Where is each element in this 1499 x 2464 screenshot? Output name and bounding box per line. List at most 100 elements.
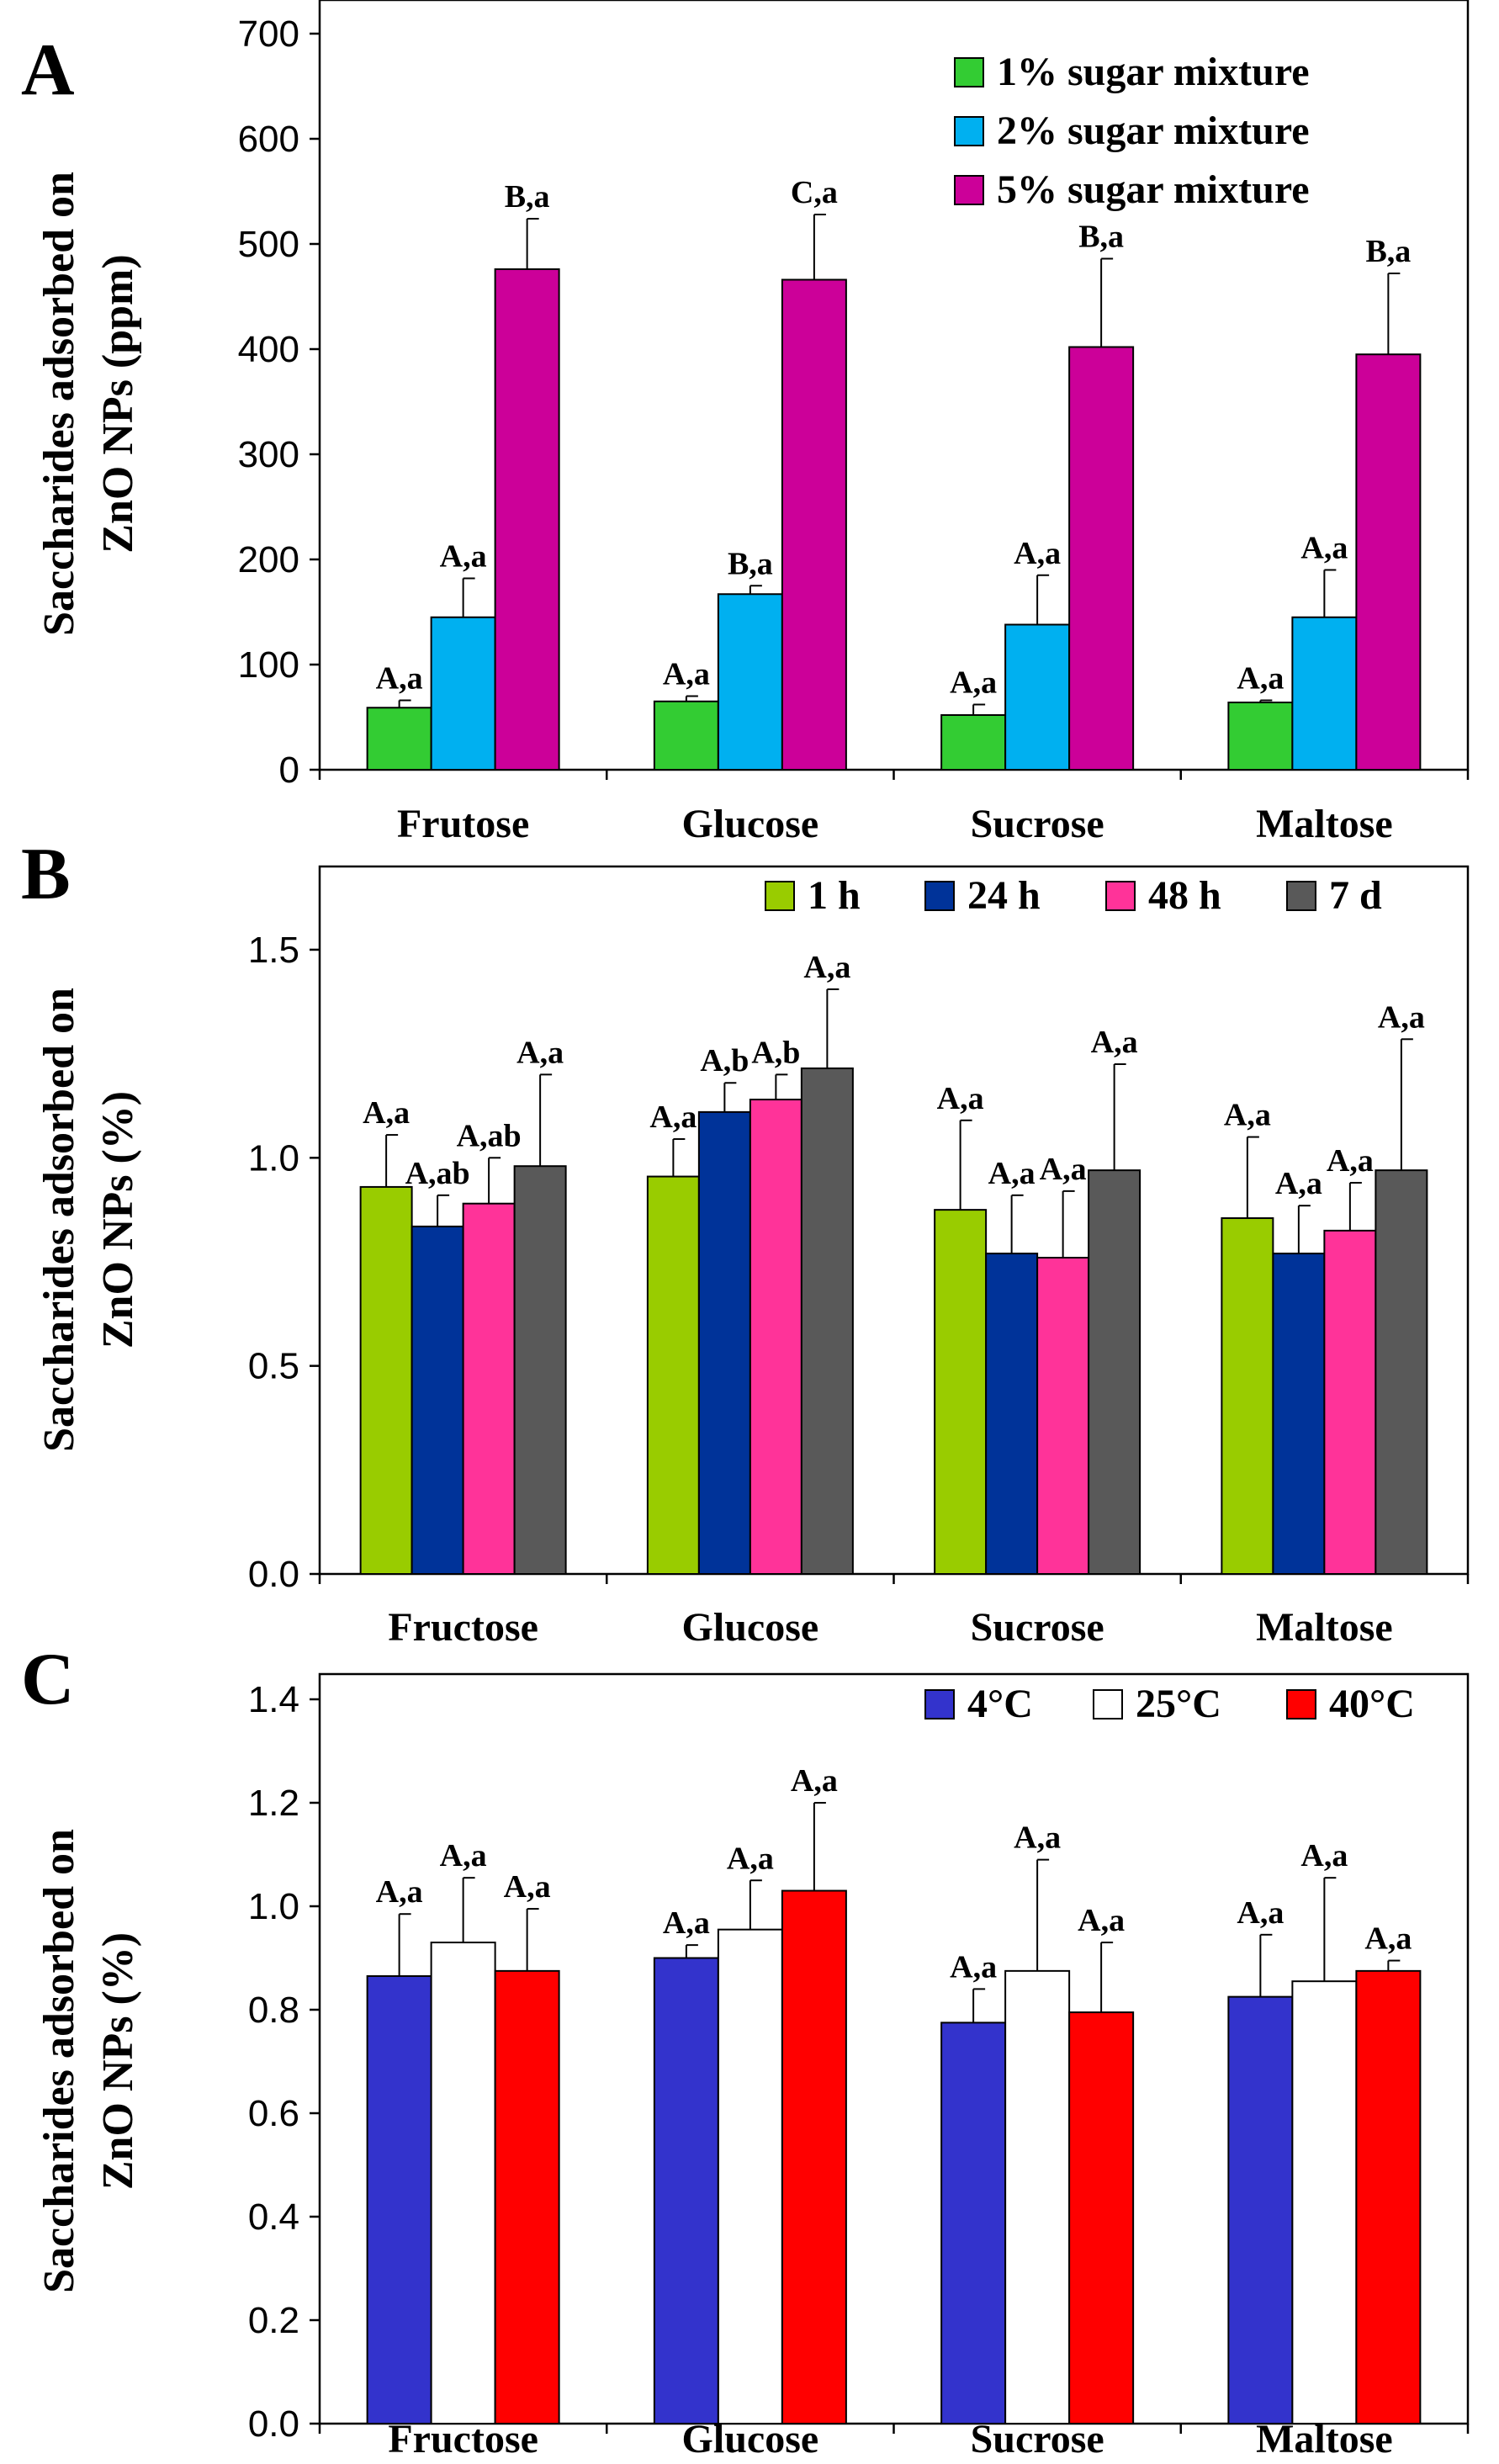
bar — [1291, 616, 1358, 771]
y-tick-label: 700 — [238, 13, 299, 55]
category-label: Sucrose — [971, 1605, 1104, 1650]
significance-label: A,a — [950, 665, 997, 701]
y-tick-label: 1.2 — [248, 1783, 299, 1824]
significance-label: A,a — [1300, 1838, 1348, 1873]
bar — [934, 1209, 988, 1575]
bar — [513, 1165, 567, 1575]
significance-label: A,a — [1014, 536, 1061, 571]
significance-label: A,a — [803, 950, 850, 985]
significance-label: B,a — [1365, 234, 1411, 269]
y-axis-label: Saccharides adsorbed on ZnO NPs (ppm) — [35, 172, 142, 636]
significance-label: A,a — [1014, 1820, 1061, 1856]
significance-label: B,a — [1078, 220, 1124, 255]
category-label: Fructose — [388, 1605, 538, 1650]
significance-label: A,a — [1275, 1166, 1322, 1201]
significance-label: A,a — [950, 1949, 997, 1984]
panel-b: Saccharides adsorbed on ZnO NPs (%) 0.0 0.5… — [35, 865, 1470, 1650]
legend-label: 48 h — [1148, 873, 1221, 918]
significance-label: A,a — [649, 1100, 697, 1135]
y-axis-label-line: ZnO NPs (ppm) — [94, 254, 142, 553]
significance-label: A,a — [937, 1081, 984, 1116]
bar — [653, 700, 719, 771]
bar — [653, 1957, 719, 2424]
bar — [1227, 1995, 1294, 2424]
bar — [1291, 1980, 1358, 2425]
significance-label: A,a — [663, 1905, 710, 1941]
y-tick-label: 100 — [238, 644, 299, 686]
significance-label: B,a — [505, 179, 550, 215]
panel-a: Saccharides adsorbed on ZnO NPs (ppm) 0 100… — [35, 0, 1470, 846]
significance-label: A,a — [791, 1763, 838, 1799]
y-axis-label-line: ZnO NPs (%) — [94, 1932, 142, 2190]
significance-label: A,a — [516, 1035, 564, 1070]
bar — [697, 1110, 751, 1575]
significance-label: A,a — [363, 1095, 410, 1131]
legend-swatch — [1286, 881, 1316, 911]
bar — [359, 1185, 413, 1576]
significance-label: C,a — [791, 175, 838, 210]
y-tick-label: 0.2 — [248, 2300, 299, 2341]
bar — [1355, 353, 1422, 771]
panel-letter-c: C — [21, 1639, 75, 1720]
panel-letter-a: A — [21, 29, 75, 111]
bar — [1036, 1257, 1090, 1576]
y-tick-label: 1.0 — [248, 1137, 299, 1179]
bar — [1375, 1169, 1428, 1575]
y-axis-label-line: ZnO NPs (%) — [94, 1091, 142, 1349]
bar — [985, 1253, 1039, 1575]
bar — [1004, 1969, 1071, 2424]
significance-label: A,a — [504, 1869, 551, 1905]
significance-label: B,a — [728, 546, 773, 581]
y-axis-label-line: Saccharides adsorbed on — [35, 1829, 83, 2293]
significance-label: A,a — [1364, 1921, 1412, 1957]
bar — [462, 1202, 516, 1576]
legend-swatch — [1093, 1689, 1123, 1720]
legend-label: 1 h — [808, 873, 861, 918]
bar — [717, 1928, 783, 2425]
legend-swatch — [954, 57, 984, 87]
y-tick-label: 0.6 — [248, 2093, 299, 2134]
significance-label: A,a — [1327, 1143, 1374, 1179]
category-label: Glucose — [682, 1605, 819, 1650]
significance-label: A,a — [1237, 661, 1284, 697]
significance-label: A,a — [440, 539, 487, 575]
legend-label: 24 h — [967, 873, 1041, 918]
y-tick-label: 1.4 — [248, 1679, 299, 1720]
bar — [1221, 1217, 1274, 1576]
bar — [717, 593, 783, 771]
legend-label: 2% sugar mixture — [997, 109, 1310, 153]
legend-label: 4°C — [967, 1682, 1033, 1726]
significance-label: A,a — [1091, 1025, 1138, 1060]
bar — [430, 616, 496, 771]
y-tick-label: 600 — [238, 119, 299, 160]
panel-letter-b: B — [21, 834, 71, 915]
y-axis-label: Saccharides adsorbed on ZnO NPs (%) — [35, 1829, 142, 2293]
category-label: Frutose — [397, 802, 529, 846]
significance-label: A,a — [663, 657, 710, 692]
bar — [1068, 346, 1135, 771]
bar — [366, 707, 432, 771]
bar — [940, 2022, 1007, 2424]
bar — [940, 714, 1007, 771]
bar — [366, 1975, 432, 2424]
category-label: Sucrose — [971, 802, 1104, 846]
bar — [430, 1942, 496, 2425]
significance-label: A,b — [751, 1035, 800, 1070]
legend-swatch — [1105, 881, 1136, 911]
legend-swatch — [954, 175, 984, 205]
legend-label: 40°C — [1329, 1682, 1415, 1726]
y-tick-label: 400 — [238, 329, 299, 370]
bar — [781, 1889, 847, 2425]
significance-label: A,a — [1378, 999, 1425, 1035]
y-tick-label: 0.8 — [248, 1990, 299, 2031]
y-tick-label: 300 — [238, 434, 299, 475]
y-tick-label: 0 — [279, 750, 299, 791]
legend-swatch — [1286, 1689, 1316, 1720]
bar — [1323, 1229, 1377, 1576]
significance-label: A,a — [1300, 531, 1348, 566]
category-label: Glucose — [682, 802, 819, 846]
y-tick-label: 500 — [238, 224, 299, 265]
y-axis-label: Saccharides adsorbed on ZnO NPs (%) — [35, 988, 142, 1452]
y-axis-label-line: Saccharides adsorbed on — [35, 988, 83, 1452]
